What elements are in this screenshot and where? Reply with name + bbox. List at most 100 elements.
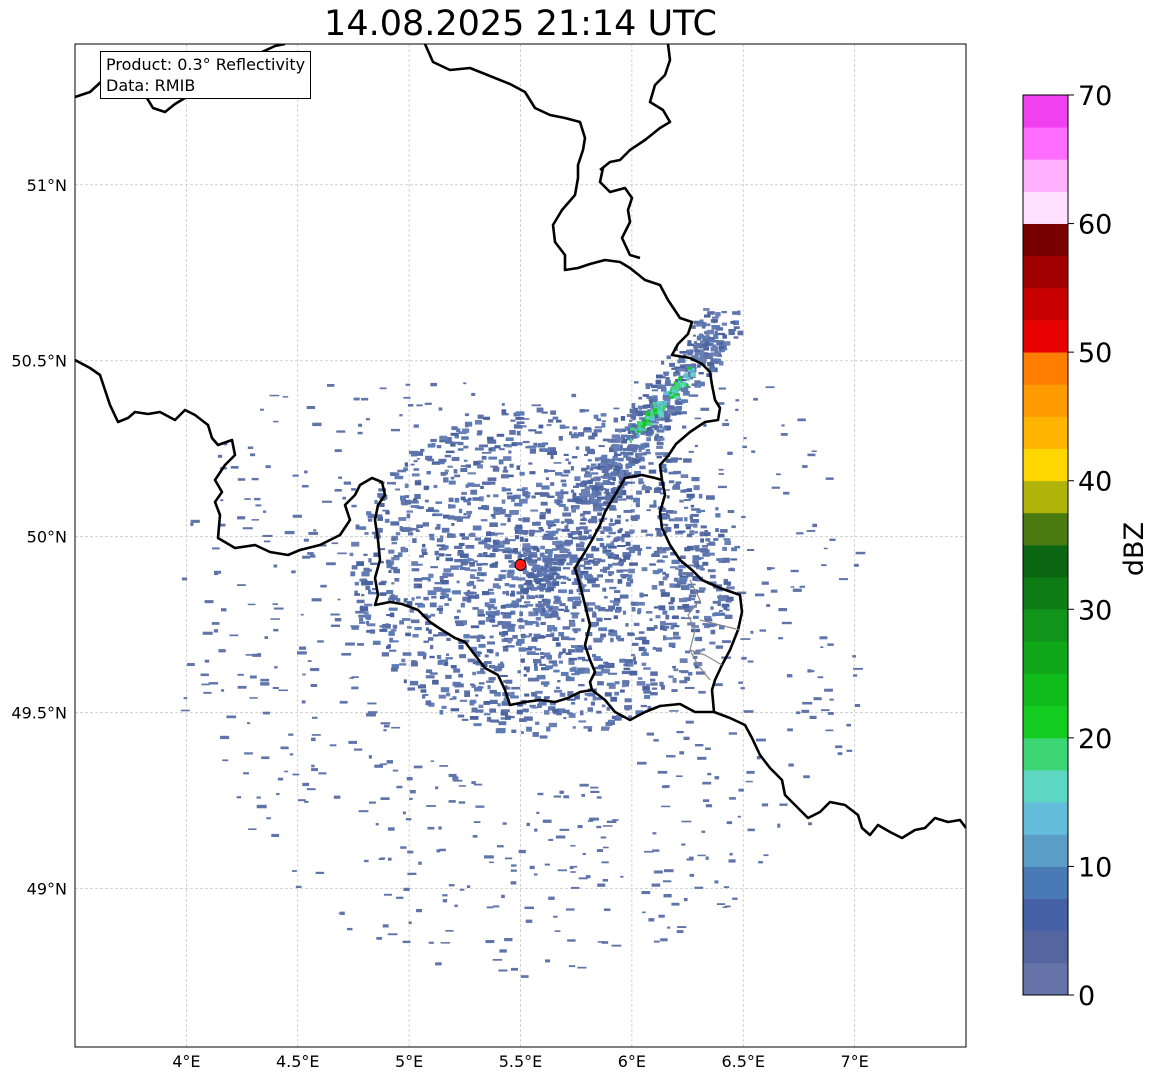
echo-cell xyxy=(430,644,434,650)
echo-cell xyxy=(350,571,356,577)
echo-cell xyxy=(646,611,653,614)
echo-cell xyxy=(559,828,570,831)
echo-cell xyxy=(662,547,667,551)
echo-cell xyxy=(181,577,188,581)
echo-cell xyxy=(670,622,678,627)
echo-cell xyxy=(396,896,404,899)
echo-cell xyxy=(829,538,836,541)
echo-cell xyxy=(788,763,794,767)
echo-cell xyxy=(492,467,500,472)
echo-cell xyxy=(411,561,419,566)
echo-cell xyxy=(577,825,583,829)
echo-cell xyxy=(499,949,507,953)
echo-cell xyxy=(646,422,653,426)
echo-cell xyxy=(473,723,482,727)
echo-cell xyxy=(602,438,610,442)
echo-cell xyxy=(425,455,433,460)
echo-cell xyxy=(499,631,503,636)
echo-cell xyxy=(722,557,730,563)
colorbar-swatch xyxy=(1023,577,1068,610)
colorbar-tick-label: 20 xyxy=(1078,724,1112,755)
echo-cell xyxy=(430,566,438,569)
echo-cell xyxy=(646,509,651,512)
echo-cell xyxy=(605,579,614,583)
echo-cell xyxy=(853,563,859,567)
echo-cell xyxy=(707,367,716,372)
echo-cell xyxy=(690,513,699,517)
echo-cell xyxy=(419,555,424,558)
echo-cell xyxy=(786,674,793,678)
echo-cell xyxy=(641,429,647,431)
echo-cell xyxy=(391,537,396,541)
echo-cell xyxy=(649,618,653,622)
echo-cell xyxy=(410,452,419,456)
echo-cell xyxy=(598,607,606,612)
echo-cell xyxy=(602,825,613,827)
echo-cell xyxy=(656,531,662,537)
echo-cell xyxy=(558,608,564,611)
echo-cell xyxy=(326,562,336,566)
echo-cell xyxy=(518,625,525,629)
echo-cell xyxy=(434,550,439,556)
echo-cell xyxy=(249,675,257,679)
echo-cell xyxy=(488,664,495,668)
echo-cell xyxy=(351,504,357,508)
echo-cell xyxy=(645,419,650,424)
echo-cell xyxy=(694,380,701,385)
echo-cell xyxy=(725,599,732,603)
echo-cell xyxy=(542,601,550,606)
echo-cell xyxy=(501,624,511,629)
echo-cell xyxy=(306,788,316,791)
echo-cell xyxy=(280,746,289,750)
echo-cell xyxy=(602,480,608,485)
echo-cell xyxy=(608,504,615,507)
lat-tick-label: 49°N xyxy=(27,880,67,899)
echo-cell xyxy=(442,894,448,897)
echo-cell xyxy=(668,480,675,484)
echo-cell xyxy=(522,440,530,444)
echo-cell xyxy=(412,634,419,638)
echo-cell xyxy=(458,640,465,644)
echo-cell xyxy=(470,683,474,686)
echo-cell xyxy=(628,568,635,574)
echo-cell xyxy=(643,417,647,420)
echo-cell xyxy=(477,414,484,419)
echo-cell xyxy=(388,607,398,611)
echo-cell xyxy=(398,517,407,521)
echo-cell xyxy=(399,620,404,625)
colorbar-swatch xyxy=(1023,930,1068,964)
echo-cell xyxy=(680,474,688,478)
echo-cell xyxy=(631,412,636,415)
echo-cell xyxy=(571,645,580,649)
echo-cell xyxy=(405,818,412,821)
echo-cell xyxy=(307,552,314,555)
echo-cell xyxy=(667,926,671,929)
echo-cell xyxy=(284,770,289,773)
echo-cell xyxy=(611,465,619,468)
echo-cell xyxy=(704,342,710,347)
echo-cell xyxy=(694,531,698,534)
echo-cell xyxy=(496,549,505,552)
echo-cell xyxy=(508,450,512,454)
echo-cell xyxy=(396,473,400,478)
echo-cell xyxy=(715,528,719,532)
echo-cell xyxy=(651,553,660,557)
echo-cell xyxy=(608,663,612,667)
echo-cell xyxy=(542,557,549,563)
echo-cell xyxy=(450,708,460,712)
echo-cell xyxy=(623,667,631,671)
echo-cell xyxy=(367,702,377,705)
echo-cell xyxy=(437,660,444,665)
echo-cell xyxy=(436,607,444,611)
echo-cell xyxy=(515,641,522,646)
echo-cell xyxy=(732,897,738,900)
echo-cell xyxy=(682,425,687,429)
echo-cell xyxy=(517,703,523,707)
echo-cell xyxy=(654,414,662,419)
echo-cell xyxy=(539,586,544,592)
echo-cell xyxy=(642,484,646,488)
echo-cell xyxy=(330,624,340,627)
echo-cell xyxy=(614,681,620,685)
echo-cell xyxy=(247,446,254,449)
